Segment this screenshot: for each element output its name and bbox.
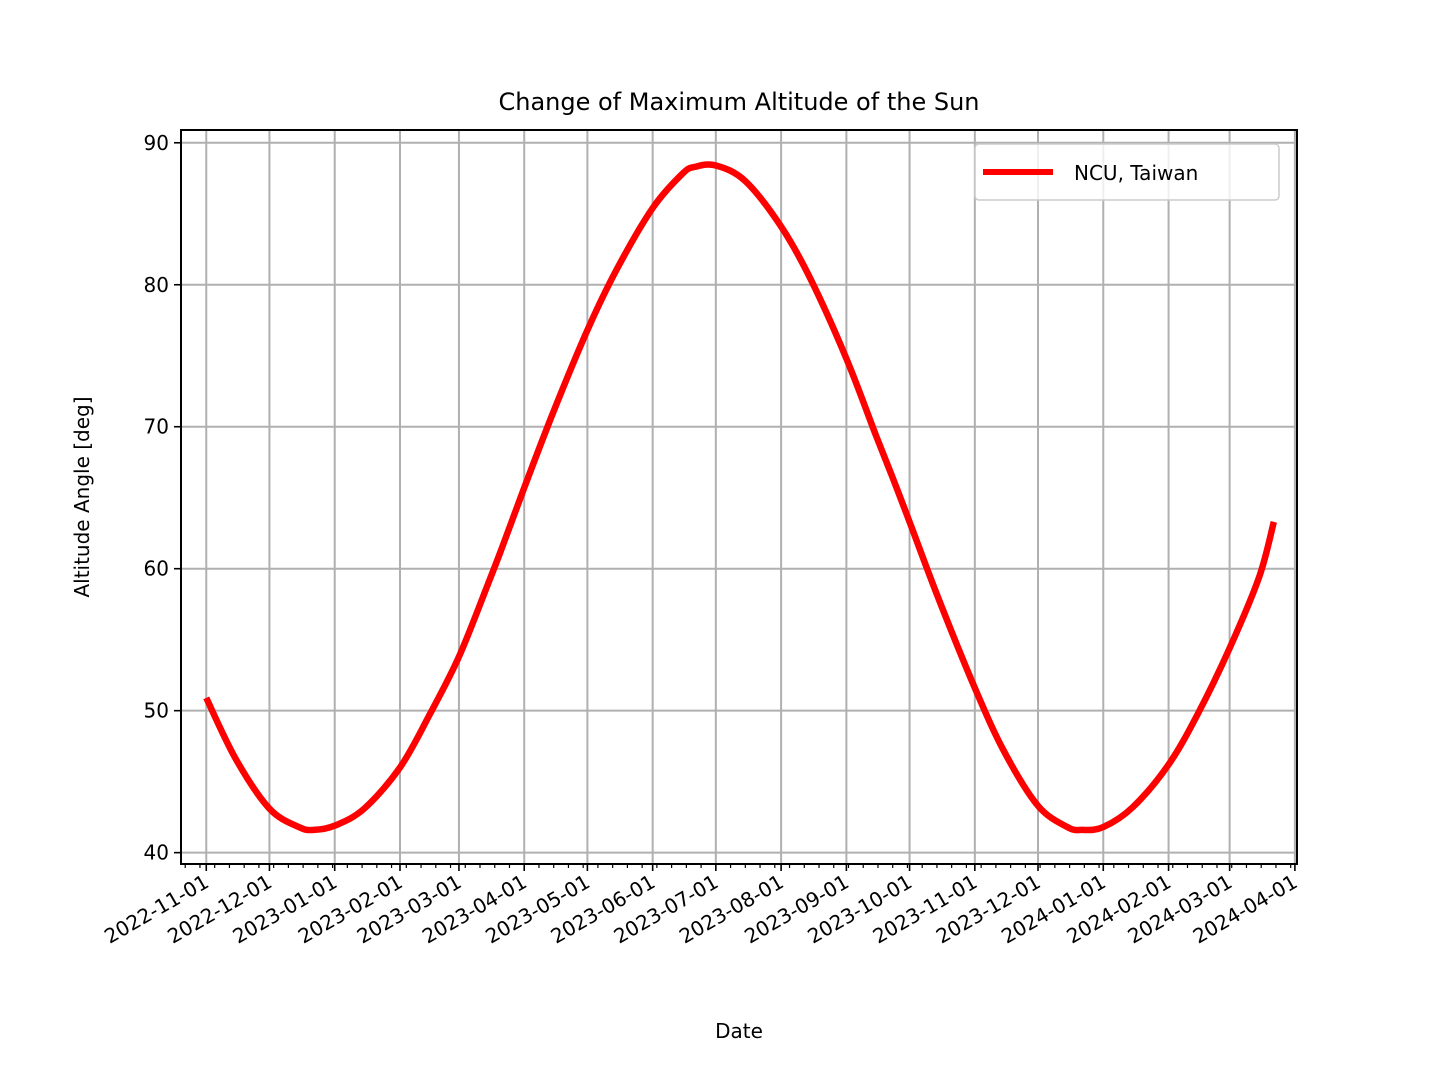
y-axis-label: Altitude Angle [deg]: [70, 396, 94, 597]
chart-title: Change of Maximum Altitude of the Sun: [498, 88, 979, 116]
legend: NCU, Taiwan: [974, 143, 1280, 201]
axes-frame: [180, 129, 1298, 865]
y-tick-label: 80: [144, 273, 169, 297]
series-layer: [203, 161, 1277, 834]
ticks: 2022-11-012022-12-012023-01-012023-02-01…: [100, 131, 1301, 949]
series-line: [203, 161, 1277, 834]
y-tick-label: 70: [144, 415, 169, 439]
x-axis-label: Date: [715, 1019, 763, 1043]
y-tick-label: 50: [144, 699, 169, 723]
legend-label: NCU, Taiwan: [1074, 161, 1198, 185]
y-tick-label: 40: [144, 841, 169, 865]
y-tick-label: 60: [144, 557, 169, 581]
y-tick-label: 90: [144, 131, 169, 155]
legend-box: [974, 143, 1280, 201]
grid: [181, 130, 1297, 864]
